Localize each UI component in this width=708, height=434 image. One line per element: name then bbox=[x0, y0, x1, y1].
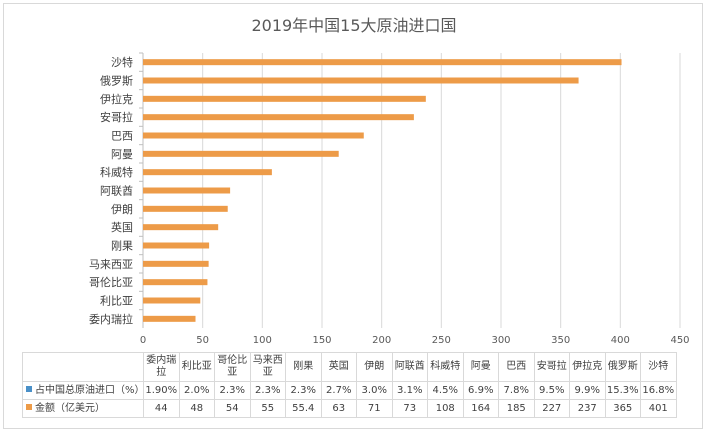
bar-刚果 bbox=[143, 242, 210, 249]
bar-利比亚 bbox=[143, 297, 201, 304]
table-column-header: 伊朗 bbox=[356, 352, 393, 382]
bar-阿曼 bbox=[143, 150, 339, 157]
y-category-label: 委内瑞拉 bbox=[89, 312, 133, 326]
table-column-header: 阿曼 bbox=[462, 352, 499, 382]
table-cell: 6.9% bbox=[462, 381, 499, 400]
table-cell: 54 bbox=[214, 399, 251, 418]
table-cell: 15.3% bbox=[604, 381, 641, 400]
x-tick-label: 0 bbox=[140, 335, 146, 346]
bar-科威特 bbox=[143, 169, 272, 176]
bar-俄罗斯 bbox=[143, 77, 579, 84]
legend-key bbox=[26, 385, 32, 392]
bar-阿联酋 bbox=[143, 187, 231, 194]
legend-label: 金额（亿美元） bbox=[35, 402, 105, 414]
y-category-label: 沙特 bbox=[111, 55, 133, 69]
table-cell: 164 bbox=[462, 399, 499, 418]
bar-委内瑞拉 bbox=[143, 315, 196, 322]
table-row: 金额（亿美元） 44 48 54 55 55.4 63 71 73 108 164 185 227 237… bbox=[22, 399, 677, 418]
y-category-label: 伊拉克 bbox=[100, 92, 133, 106]
table-cell: 48 bbox=[178, 399, 215, 418]
table-cell: 73 bbox=[391, 399, 428, 418]
bar-安哥拉 bbox=[143, 114, 414, 121]
table-column-header: 利比亚 bbox=[178, 352, 215, 382]
table-cell: 2.0% bbox=[178, 381, 215, 400]
x-tick-label: 400 bbox=[611, 335, 630, 346]
table-cell: 55 bbox=[249, 399, 286, 418]
x-tick-label: 200 bbox=[372, 335, 391, 346]
bar-马来西亚 bbox=[143, 260, 209, 267]
table-cell: 71 bbox=[356, 399, 393, 418]
table-cell: 3.0% bbox=[356, 381, 393, 400]
table-cell: 2.7% bbox=[320, 381, 357, 400]
table-column-header: 伊拉克 bbox=[569, 352, 606, 382]
table-cell: 3.1% bbox=[391, 381, 428, 400]
table-cell: 237 bbox=[569, 399, 606, 418]
bar-英国 bbox=[143, 224, 219, 231]
bar-plot-area: 0 50 100 150 200 250 300 350 400 450 委内瑞拉 利比亚 哥伦比亚 马来… bbox=[89, 52, 690, 346]
bar-巴西 bbox=[143, 132, 364, 139]
x-tick-label: 50 bbox=[196, 335, 209, 346]
legend-key bbox=[26, 403, 32, 410]
table-cell: 16.8% bbox=[640, 381, 677, 400]
table-column-header: 安哥拉 bbox=[533, 352, 570, 382]
table-column-header: 俄罗斯 bbox=[604, 352, 641, 382]
table-cell: 2.3% bbox=[214, 381, 251, 400]
x-tick-label: 350 bbox=[551, 335, 570, 346]
table-column-header: 马来西亚 bbox=[249, 352, 286, 382]
x-tick-label: 250 bbox=[432, 335, 451, 346]
table-cell: 7.8% bbox=[498, 381, 535, 400]
table-column-header: 英国 bbox=[320, 352, 357, 382]
y-category-label: 安哥拉 bbox=[100, 110, 133, 124]
y-category-label: 科威特 bbox=[100, 165, 133, 179]
table-column-header: 委内瑞拉 bbox=[143, 352, 180, 382]
table-cell: 2.3% bbox=[285, 381, 322, 400]
table-cell: 1.90% bbox=[143, 381, 180, 400]
y-category-label: 刚果 bbox=[111, 240, 133, 253]
x-tick-label: 300 bbox=[491, 335, 510, 346]
legend-label: 占中国总原油进口（%） bbox=[35, 384, 144, 396]
table-column-header: 阿联酋 bbox=[391, 352, 428, 382]
data-table: 委内瑞拉 利比亚 哥伦比亚 马来西亚 刚果 英国 伊朗 阿联酋 科威特 阿曼 巴西 安哥拉 伊拉克 俄罗斯… bbox=[22, 352, 677, 418]
legend-entry: 金额（亿美元） bbox=[22, 399, 144, 418]
y-category-label: 英国 bbox=[111, 220, 133, 234]
bar-伊拉克 bbox=[143, 95, 426, 102]
x-tick-label: 150 bbox=[312, 335, 331, 346]
table-cell: 4.5% bbox=[427, 381, 464, 400]
bar-哥伦比亚 bbox=[143, 279, 208, 286]
table-cell: 365 bbox=[604, 399, 641, 418]
table-cell: 2.3% bbox=[249, 381, 286, 400]
y-category-label: 阿曼 bbox=[111, 148, 133, 161]
table-corner bbox=[22, 352, 144, 382]
y-category-label: 巴西 bbox=[111, 130, 133, 143]
y-category-label: 马来西亚 bbox=[89, 258, 133, 271]
table-column-header: 哥伦比亚 bbox=[214, 352, 251, 382]
table-cell: 401 bbox=[640, 399, 677, 418]
bar-伊朗 bbox=[143, 205, 228, 212]
table-column-header: 巴西 bbox=[498, 352, 535, 382]
table-cell: 9.5% bbox=[533, 381, 570, 400]
bar-沙特 bbox=[143, 59, 622, 66]
table-cell: 108 bbox=[427, 399, 464, 418]
table-column-header: 沙特 bbox=[640, 352, 677, 382]
x-tick-label: 100 bbox=[253, 335, 272, 346]
legend-entry: 占中国总原油进口（%） bbox=[22, 381, 144, 400]
table-column-header: 刚果 bbox=[285, 352, 322, 382]
table-cell: 55.4 bbox=[285, 399, 322, 418]
y-category-label: 利比亚 bbox=[100, 295, 133, 308]
y-category-label: 伊朗 bbox=[111, 203, 133, 216]
table-cell: 63 bbox=[320, 399, 357, 418]
table-row: 占中国总原油进口（%） 1.90% 2.0% 2.3% 2.3% 2.3% 2.7% 3.0%… bbox=[22, 381, 677, 400]
chart-title: 2019年中国15大原油进口国 bbox=[251, 16, 457, 35]
table-cell: 227 bbox=[533, 399, 570, 418]
table-cell: 185 bbox=[498, 399, 535, 418]
table-column-header: 科威特 bbox=[427, 352, 464, 382]
y-category-label: 阿联酋 bbox=[100, 184, 133, 198]
table-cell: 44 bbox=[143, 399, 180, 418]
table-cell: 9.9% bbox=[569, 381, 606, 400]
y-category-label: 哥伦比亚 bbox=[89, 275, 133, 289]
x-tick-label: 450 bbox=[670, 335, 689, 346]
y-category-label: 俄罗斯 bbox=[100, 75, 133, 88]
